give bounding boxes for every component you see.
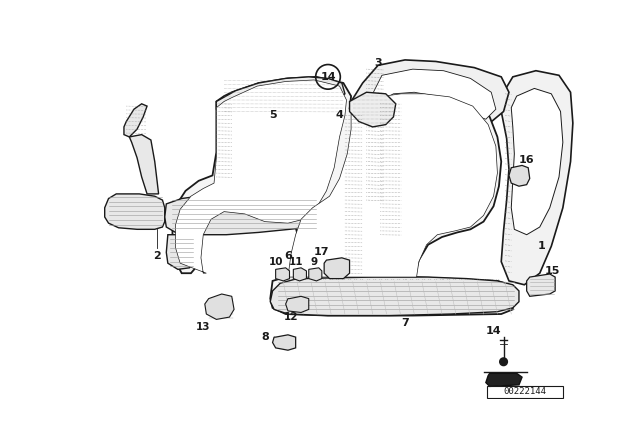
- Polygon shape: [509, 165, 530, 186]
- Polygon shape: [486, 373, 522, 386]
- Polygon shape: [342, 60, 509, 204]
- Text: 5: 5: [269, 110, 276, 121]
- Text: 7: 7: [401, 318, 409, 328]
- Polygon shape: [288, 94, 497, 277]
- Polygon shape: [164, 196, 320, 235]
- Polygon shape: [356, 69, 496, 198]
- Text: 9: 9: [310, 257, 317, 267]
- Polygon shape: [293, 268, 307, 281]
- Polygon shape: [124, 104, 147, 137]
- Polygon shape: [129, 134, 159, 194]
- Text: 13: 13: [196, 322, 211, 332]
- Polygon shape: [511, 88, 563, 235]
- Polygon shape: [324, 258, 349, 279]
- Polygon shape: [175, 80, 346, 273]
- Polygon shape: [285, 296, 308, 313]
- Text: 00222144: 00222144: [504, 387, 547, 396]
- Polygon shape: [273, 335, 296, 350]
- Circle shape: [500, 358, 508, 366]
- Polygon shape: [172, 77, 513, 315]
- Text: 12: 12: [284, 312, 298, 322]
- Text: 11: 11: [289, 257, 303, 267]
- Polygon shape: [276, 268, 289, 281]
- Text: 6: 6: [284, 250, 292, 260]
- Polygon shape: [527, 274, 555, 296]
- Polygon shape: [501, 71, 573, 285]
- Text: 2: 2: [153, 250, 161, 260]
- Text: 17: 17: [314, 247, 330, 258]
- Polygon shape: [308, 268, 322, 281]
- Text: 1: 1: [538, 241, 546, 251]
- Polygon shape: [166, 235, 196, 269]
- Polygon shape: [205, 294, 234, 319]
- Text: 3: 3: [374, 58, 382, 68]
- Text: 15: 15: [545, 266, 561, 276]
- Polygon shape: [216, 77, 345, 117]
- Text: 14: 14: [320, 72, 336, 82]
- Text: 10: 10: [268, 257, 283, 267]
- Polygon shape: [105, 194, 164, 229]
- Text: 8: 8: [261, 332, 269, 342]
- Polygon shape: [349, 92, 396, 127]
- Text: 14: 14: [486, 326, 501, 336]
- Text: 4: 4: [335, 110, 344, 121]
- Polygon shape: [270, 277, 519, 315]
- Text: 16: 16: [519, 155, 534, 165]
